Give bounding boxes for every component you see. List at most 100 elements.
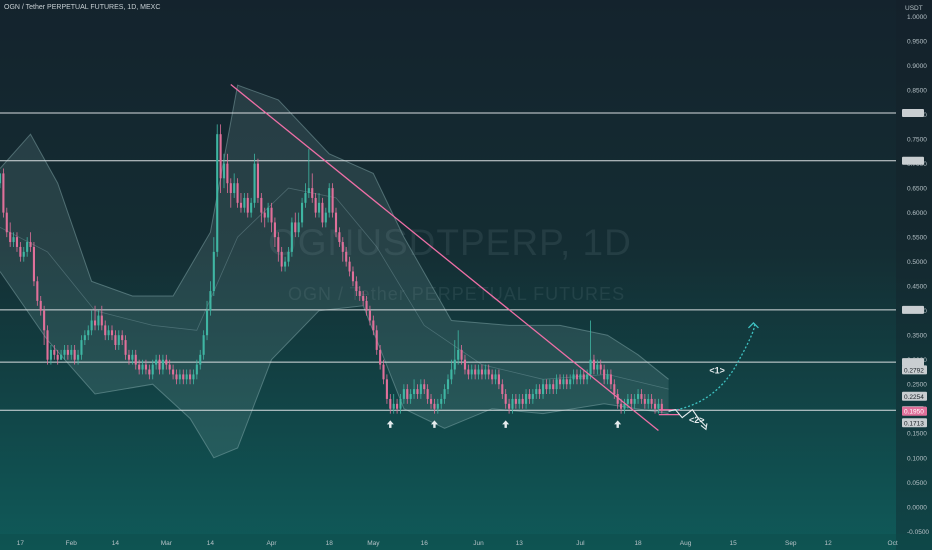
candle-body — [9, 232, 12, 243]
candle — [334, 207, 338, 238]
candle — [575, 369, 579, 385]
candle — [73, 345, 76, 365]
candle-body — [297, 222, 300, 233]
candle — [260, 193, 263, 223]
candle-body — [545, 384, 548, 390]
candle-body — [70, 349, 73, 355]
level-price-tag — [902, 305, 924, 314]
time-tick-label: Aug — [680, 540, 692, 547]
time-tick-label: Sep — [785, 540, 797, 547]
candle — [131, 349, 134, 365]
candle-body — [236, 183, 239, 203]
candle-body — [165, 359, 168, 365]
candle — [396, 398, 399, 414]
candle-body — [233, 183, 236, 194]
candle — [474, 364, 477, 380]
candle-body — [518, 398, 521, 404]
candle — [433, 398, 436, 414]
time-tick-label: Mar — [161, 540, 173, 547]
candle-body — [508, 403, 511, 409]
candle — [650, 394, 653, 409]
candle — [355, 276, 358, 296]
candle-body — [362, 295, 365, 301]
candle-body — [558, 379, 562, 385]
candle — [5, 207, 8, 238]
candle-body — [467, 369, 470, 375]
candle — [277, 232, 280, 262]
time-tick-label: Jul — [576, 540, 585, 547]
candle-body — [589, 359, 592, 375]
candle-body — [2, 173, 5, 213]
candle — [487, 364, 490, 380]
candle-body — [270, 207, 273, 223]
candle-body — [131, 354, 134, 360]
candle — [189, 369, 192, 385]
candle-body — [552, 384, 555, 390]
candle — [582, 369, 585, 385]
candle-body — [616, 394, 619, 404]
candle — [32, 242, 35, 287]
candle — [107, 325, 110, 341]
bounce-arrow-icon — [430, 420, 438, 428]
candle-body — [317, 202, 321, 213]
candle-body — [161, 359, 164, 370]
axis-price-tag-label: 0.1713 — [904, 420, 924, 427]
candle-body — [440, 398, 443, 404]
candle — [134, 349, 137, 370]
candle — [545, 379, 548, 395]
candle-body — [100, 315, 103, 326]
axis-price-tag — [902, 365, 927, 375]
candle-body — [0, 173, 2, 184]
candle — [29, 232, 32, 252]
candle-body — [416, 389, 419, 395]
candle — [372, 315, 375, 336]
candle-body — [334, 212, 338, 233]
candle — [56, 349, 59, 365]
candle — [294, 212, 297, 238]
candle-body — [596, 364, 599, 370]
candle — [423, 379, 426, 395]
candle-body — [148, 369, 151, 375]
candle-body — [202, 335, 205, 355]
candle-body — [477, 369, 480, 375]
candle — [267, 202, 270, 223]
candle — [205, 300, 209, 341]
candle — [348, 256, 351, 277]
candle-body — [562, 379, 565, 385]
candle — [90, 310, 93, 336]
candle-body — [575, 374, 579, 380]
candle-body — [93, 320, 97, 326]
level-price-tag — [902, 358, 924, 367]
bollinger-upper-line — [0, 84, 669, 380]
candle-body — [121, 335, 124, 341]
candle-body — [385, 379, 388, 399]
candle-body — [514, 398, 517, 404]
candle — [297, 212, 300, 238]
candle-body — [351, 271, 355, 282]
candle — [168, 359, 171, 375]
candle-body — [538, 389, 541, 395]
candle-body — [151, 364, 154, 375]
candle-body — [253, 163, 256, 203]
candle — [311, 173, 314, 203]
candle — [284, 256, 287, 272]
candle-body — [402, 389, 405, 399]
candle-body — [348, 261, 351, 272]
candle — [358, 286, 361, 301]
candle — [80, 335, 83, 360]
candle — [633, 394, 636, 409]
candle-body — [494, 374, 497, 380]
candle-body — [541, 384, 545, 395]
candle — [314, 193, 317, 218]
candle-body — [301, 202, 304, 223]
candle — [175, 369, 178, 385]
candle — [273, 217, 276, 247]
candle — [392, 394, 395, 414]
candle-body — [19, 246, 22, 257]
candle-body — [32, 246, 35, 282]
candle — [233, 173, 236, 198]
bollinger-lower-line — [0, 271, 669, 459]
candle — [87, 325, 90, 341]
